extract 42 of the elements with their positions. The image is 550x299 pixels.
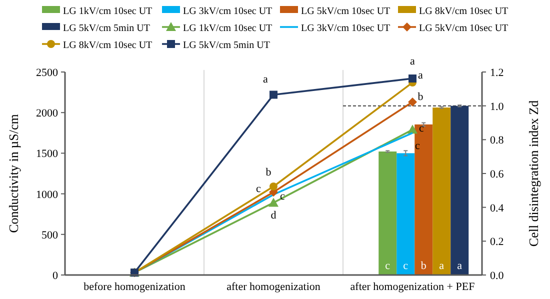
data-label: b — [418, 91, 424, 104]
data-label: c — [403, 260, 408, 272]
x-tick-label: after homogenization + PEF — [350, 281, 475, 293]
data-label: c — [256, 183, 262, 196]
legend-label: LG 1kV/cm 10sec UT — [63, 6, 152, 17]
legend-label: LG 1kV/cm 10sec UT — [183, 23, 272, 34]
legend-label: LG 5kV/cm 10sec UT — [301, 6, 390, 17]
y2-tick-label: 1.2 — [490, 67, 504, 79]
x-tick-label: before homogenization — [84, 281, 186, 293]
y-tick-label: 500 — [42, 229, 58, 242]
x-tick-label: after homogenization — [226, 281, 321, 293]
y2-tick-label: 0.2 — [490, 236, 504, 248]
legend-label: LG 5kV/cm 10sec UT — [419, 23, 508, 34]
legend-label: LG 8kV/cm 10sec UT — [419, 6, 508, 17]
y-axis-title: Conductivity in µS/cm — [6, 114, 21, 233]
y-tick-label: 1000 — [36, 188, 58, 201]
y2-tick-label: 1.0 — [490, 100, 504, 113]
legend-label: LG 8kV/cm 10sec UT — [63, 40, 152, 51]
data-label: a — [418, 70, 424, 82]
data-label: b — [266, 166, 272, 178]
y-tick-label: 2000 — [36, 108, 58, 120]
data-label: c — [385, 260, 390, 272]
data-label: a — [410, 55, 416, 68]
y-tick-label: 1500 — [36, 148, 58, 160]
y2-tick-label: 0.0 — [490, 270, 504, 282]
legend-label: LG 3kV/cm 10sec UT — [183, 6, 272, 17]
data-label: c — [415, 140, 420, 152]
legend-label: LG 5kV/cm 5min UT — [63, 23, 150, 34]
y2-axis-title: Cell disintegration index Zd — [526, 100, 541, 247]
data-label: a — [263, 74, 268, 86]
data-label: b — [420, 260, 427, 272]
data-label: a — [457, 260, 462, 272]
y2-tick-label: 0.8 — [490, 134, 504, 147]
y2-tick-label: 0.4 — [490, 202, 504, 214]
data-label: c — [419, 122, 424, 135]
legend-label: LG 5kV/cm 5min UT — [183, 40, 270, 51]
y2-tick-label: 0.6 — [490, 168, 504, 180]
y-tick-label: 2500 — [36, 67, 58, 79]
data-label: d — [270, 210, 277, 222]
legend-label: LG 3kV/cm 10sec UT — [301, 23, 390, 34]
data-label: a — [439, 260, 444, 272]
y-tick-label: 0 — [52, 270, 58, 282]
